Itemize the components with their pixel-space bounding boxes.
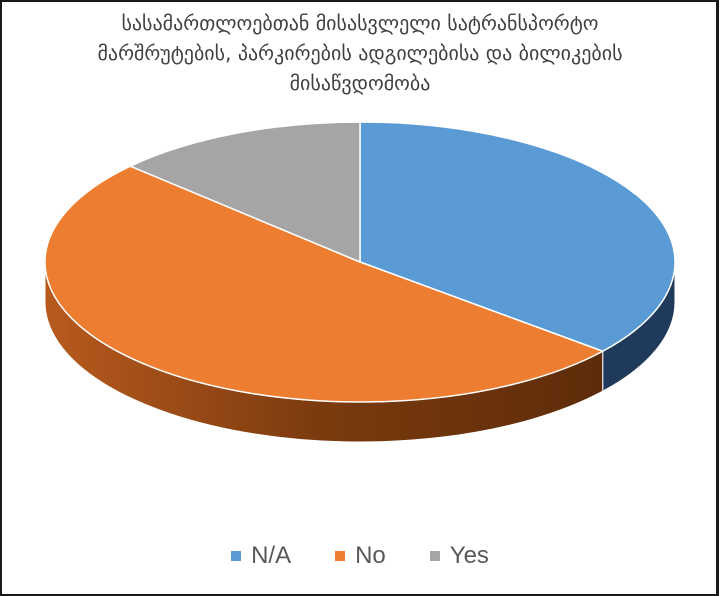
chart-title-line-3: მისაწვდომობა bbox=[289, 71, 431, 95]
legend-swatch-no bbox=[335, 551, 346, 561]
legend-item-no: No bbox=[335, 542, 386, 570]
pie-tops bbox=[44, 121, 676, 403]
legend-item-yes: Yes bbox=[429, 542, 489, 570]
legend-label-na: N/A bbox=[251, 542, 292, 569]
chart-title: სასამართლოებთან მისასვლელი სატრანსპორტო … bbox=[20, 8, 700, 98]
legend-label-no: No bbox=[355, 542, 386, 569]
legend-label-yes: Yes bbox=[449, 542, 489, 569]
legend-swatch-yes bbox=[429, 551, 440, 561]
legend: N/A No Yes bbox=[0, 542, 720, 570]
pie-slice-no bbox=[44, 165, 604, 403]
chart-title-line-1: სასამართლოებთან მისასვლელი სატრანსპორტო bbox=[121, 11, 599, 35]
pie-slice-na bbox=[359, 121, 676, 352]
pie-slice-yes bbox=[129, 121, 361, 263]
chart-title-line-2: მარშრუტების, პარკირების ადგილებისა და ბი… bbox=[97, 41, 623, 65]
legend-swatch-na bbox=[231, 551, 242, 561]
legend-item-na: N/A bbox=[231, 542, 291, 570]
